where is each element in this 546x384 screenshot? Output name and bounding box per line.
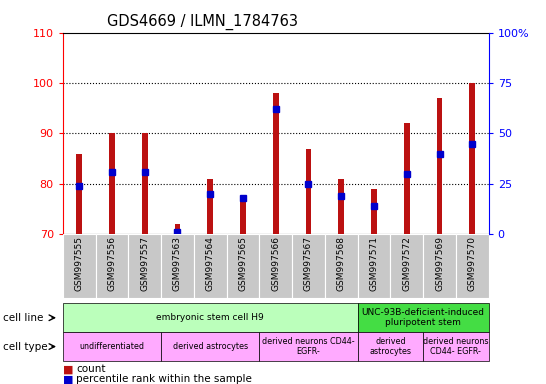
Bar [175, 224, 180, 234]
Text: UNC-93B-deficient-induced
pluripotent stem: UNC-93B-deficient-induced pluripotent st… [361, 308, 485, 328]
Bar [470, 83, 475, 234]
Bar [142, 134, 147, 234]
Text: GSM997571: GSM997571 [370, 236, 378, 291]
Text: GSM997564: GSM997564 [206, 236, 215, 291]
Bar [63, 234, 96, 298]
Bar [404, 123, 410, 234]
Text: ■: ■ [63, 374, 73, 384]
Text: GSM997568: GSM997568 [337, 236, 346, 291]
Bar [423, 234, 456, 298]
Bar [240, 199, 246, 234]
Text: ■: ■ [63, 364, 73, 374]
Bar [390, 234, 423, 298]
Bar [358, 234, 390, 298]
Text: GSM997563: GSM997563 [173, 236, 182, 291]
Bar [259, 234, 292, 298]
Text: GSM997569: GSM997569 [435, 236, 444, 291]
Bar [273, 93, 278, 234]
Bar [161, 234, 194, 298]
Text: GSM997565: GSM997565 [239, 236, 247, 291]
Bar [76, 154, 82, 234]
Bar [109, 134, 115, 234]
Text: derived neurons
CD44- EGFR-: derived neurons CD44- EGFR- [423, 337, 489, 356]
Text: GSM997556: GSM997556 [108, 236, 116, 291]
Bar [325, 234, 358, 298]
Bar [227, 234, 259, 298]
Text: percentile rank within the sample: percentile rank within the sample [76, 374, 252, 384]
Bar [371, 189, 377, 234]
Text: GSM997570: GSM997570 [468, 236, 477, 291]
Bar [96, 234, 128, 298]
Bar [339, 179, 344, 234]
Text: undifferentiated: undifferentiated [79, 342, 145, 351]
Text: embryonic stem cell H9: embryonic stem cell H9 [156, 313, 264, 322]
Text: GSM997566: GSM997566 [271, 236, 280, 291]
Text: cell line: cell line [3, 313, 43, 323]
Bar [292, 234, 325, 298]
Text: derived
astrocytes: derived astrocytes [370, 337, 411, 356]
Text: GSM997557: GSM997557 [140, 236, 149, 291]
Bar [437, 98, 442, 234]
Text: GSM997555: GSM997555 [75, 236, 84, 291]
Text: GSM997567: GSM997567 [304, 236, 313, 291]
Text: GSM997572: GSM997572 [402, 236, 411, 291]
Text: derived astrocytes: derived astrocytes [173, 342, 248, 351]
Text: derived neurons CD44-
EGFR-: derived neurons CD44- EGFR- [262, 337, 355, 356]
Bar [207, 179, 213, 234]
Bar [128, 234, 161, 298]
Text: GDS4669 / ILMN_1784763: GDS4669 / ILMN_1784763 [106, 13, 298, 30]
Text: count: count [76, 364, 106, 374]
Bar [306, 149, 311, 234]
Bar [456, 234, 489, 298]
Text: cell type: cell type [3, 341, 48, 352]
Bar [194, 234, 227, 298]
